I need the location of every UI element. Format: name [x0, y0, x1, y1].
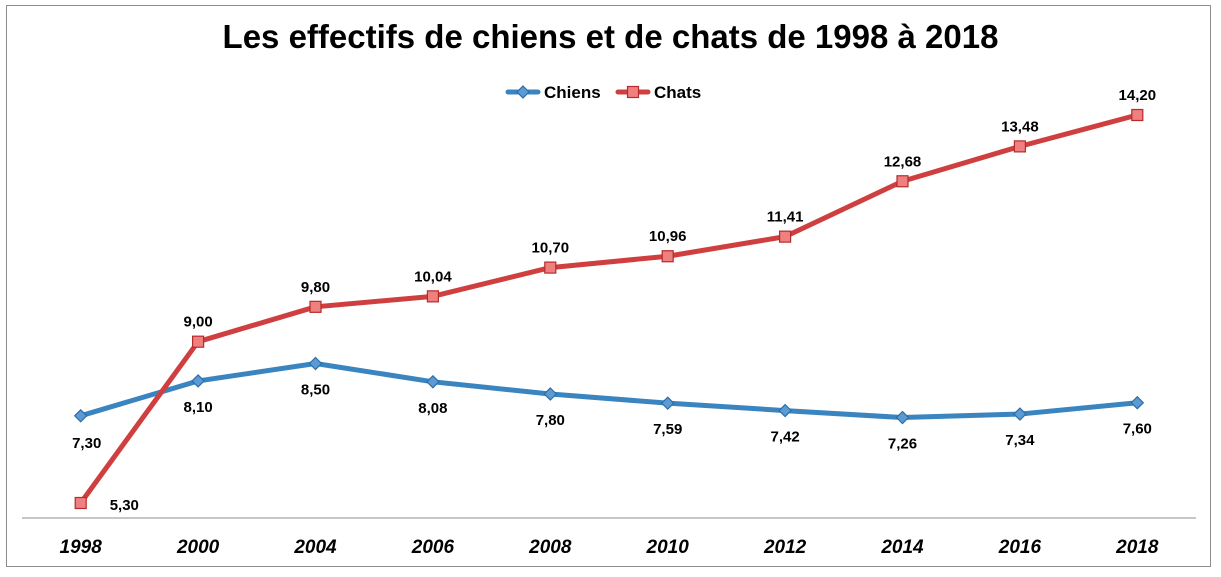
data-point-chiens [895, 410, 910, 425]
data-point-chiens [543, 387, 558, 401]
x-tick-label: 2008 [528, 537, 572, 558]
x-tick-label: 1998 [60, 537, 103, 558]
data-point-chats [426, 290, 439, 303]
data-point-chats [309, 300, 322, 313]
data-point-chats [1131, 108, 1144, 122]
x-tick-label: 2010 [646, 537, 690, 558]
data-label-chats: 14,20 [1119, 87, 1157, 104]
x-tick-label: 2000 [176, 537, 220, 558]
x-tick-label: 2014 [880, 537, 924, 558]
data-label-chats: 5,30 [110, 497, 139, 514]
data-point-chats [778, 230, 792, 243]
data-point-chats [1013, 140, 1027, 153]
data-point-chiens [191, 374, 205, 388]
x-tick-label: 2016 [998, 537, 1042, 558]
series-line-chats [78, 112, 1140, 506]
data-label-chiens: 7,59 [653, 421, 682, 438]
data-point-chiens [1013, 407, 1027, 421]
data-label-chats: 9,00 [183, 314, 212, 331]
x-tick-label: 2012 [763, 537, 807, 558]
data-label-chiens: 8,50 [301, 381, 330, 398]
data-label-chiens: 7,26 [888, 436, 917, 453]
data-label-chiens: 8,10 [183, 399, 212, 416]
data-label-chiens: 7,80 [536, 412, 565, 429]
data-label-chats: 10,96 [649, 228, 687, 245]
data-label-chats: 11,41 [767, 209, 804, 226]
legend-marker-chats [626, 85, 640, 99]
data-label-chiens: 8,08 [418, 400, 447, 417]
data-label-chats: 10,04 [414, 268, 452, 285]
data-point-chats [896, 175, 909, 188]
x-tick-label: 2004 [293, 537, 337, 558]
data-label-chiens: 7,34 [1005, 432, 1035, 449]
data-label-chats: 9,80 [301, 279, 330, 296]
legend-label-chats: Chats [654, 83, 701, 102]
series-line-chiens [78, 360, 1140, 421]
chart-frame [6, 5, 1211, 567]
data-point-chiens [73, 408, 88, 423]
data-point-chiens [426, 374, 440, 389]
legend-marker-chiens [516, 85, 530, 99]
x-tick-label: 2006 [411, 537, 455, 558]
data-label-chats: 12,68 [884, 153, 922, 170]
data-label-chats: 13,48 [1001, 118, 1039, 135]
data-label-chiens: 7,42 [770, 429, 799, 446]
data-point-chats [192, 335, 205, 348]
chart-title: Les effectifs de chiens et de chats de 1… [222, 18, 999, 55]
data-label-chats: 10,70 [532, 240, 570, 257]
data-label-chiens: 7,30 [72, 435, 101, 452]
data-point-chats [661, 250, 674, 263]
data-point-chiens [778, 403, 792, 418]
data-label-chiens: 7,60 [1123, 421, 1152, 438]
data-point-chiens [308, 356, 323, 371]
x-tick-label: 2018 [1115, 537, 1159, 558]
data-point-chats [544, 261, 557, 274]
data-point-chiens [660, 396, 675, 411]
data-point-chats [74, 496, 87, 510]
legend-label-chiens: Chiens [544, 83, 601, 102]
data-point-chiens [1130, 395, 1145, 410]
